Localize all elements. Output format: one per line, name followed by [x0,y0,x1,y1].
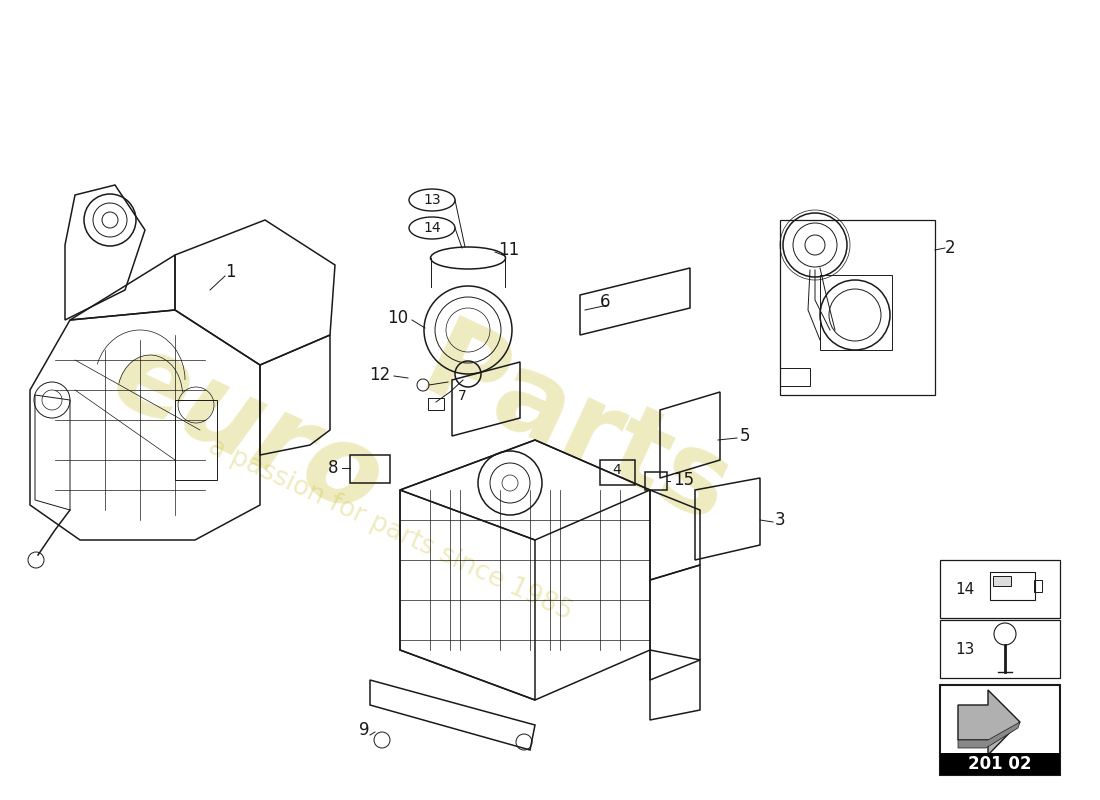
Text: 11: 11 [498,241,519,259]
Text: 10: 10 [387,309,408,327]
Text: 1: 1 [224,263,235,281]
Text: 4: 4 [613,463,621,477]
Text: 13: 13 [955,642,975,657]
Polygon shape [958,722,1020,748]
Text: 7: 7 [458,389,466,403]
FancyBboxPatch shape [940,753,1060,775]
Text: 201 02: 201 02 [968,755,1032,773]
Text: 15: 15 [673,471,694,489]
Text: 12: 12 [368,366,390,384]
Text: 6: 6 [600,293,610,311]
Text: Parts: Parts [405,312,747,548]
Text: a passion for parts since 1985: a passion for parts since 1985 [204,434,576,626]
Text: 9: 9 [360,721,370,739]
Text: 13: 13 [424,193,441,207]
Polygon shape [958,690,1020,755]
Text: 14: 14 [955,582,975,597]
Text: 3: 3 [776,511,785,529]
FancyBboxPatch shape [993,576,1011,586]
Text: 5: 5 [740,427,750,445]
Text: euro: euro [96,321,400,539]
Text: 8: 8 [328,459,338,477]
Text: 14: 14 [424,221,441,235]
Text: 2: 2 [945,239,955,257]
